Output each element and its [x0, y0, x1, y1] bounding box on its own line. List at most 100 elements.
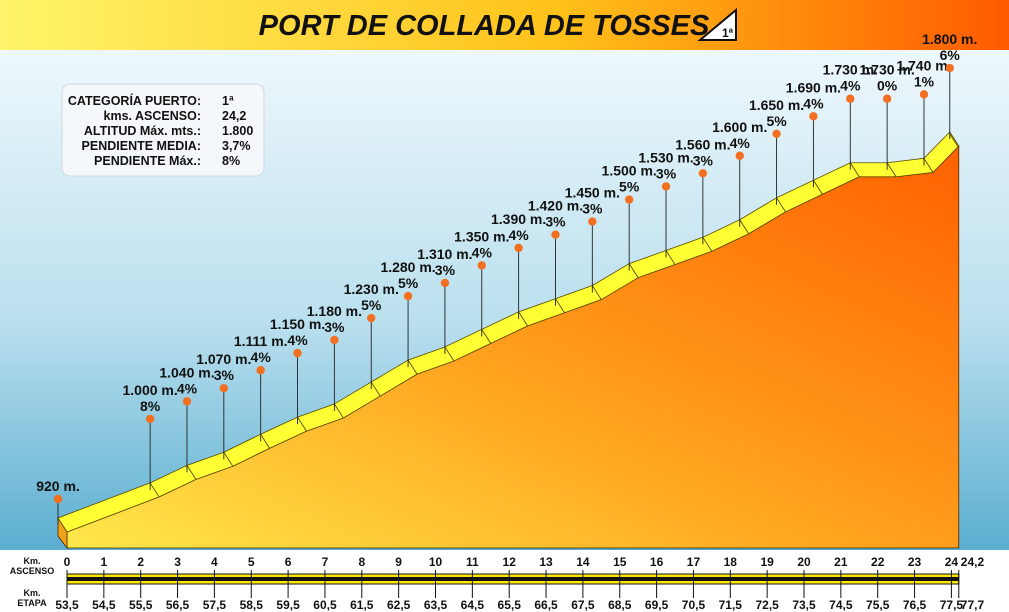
point-altitude: 1.450 m.	[565, 185, 620, 201]
tick-label-ascenso: 0	[64, 555, 71, 569]
tick-label-etapa: 53,5	[55, 598, 79, 612]
tick-label-ascenso: 13	[539, 555, 553, 569]
tick-label-etapa: 57,5	[203, 598, 227, 612]
point-altitude: 1.420 m.	[528, 198, 583, 214]
tick-label-etapa: 70,5	[682, 598, 706, 612]
stat-value-3: 3,7%	[222, 139, 251, 153]
stat-label-4: PENDIENTE Máx.:	[94, 154, 201, 168]
point-grade: 6%	[940, 47, 961, 63]
profile-point: 1.730 m.4%	[823, 62, 878, 170]
category-badge-text: 1ª	[722, 26, 734, 40]
point-grade: 0%	[877, 78, 898, 94]
profile-point: 1.600 m.4%	[712, 119, 767, 227]
point-altitude: 1.730 m.	[859, 62, 914, 78]
tick-label-etapa: 74,5	[829, 598, 853, 612]
x-axis-label-ascenso: Km. ASCENSO	[10, 556, 55, 576]
stats-box: CATEGORÍA PUERTO: 1ª kms. ASCENSO: 24,2 …	[61, 83, 265, 177]
tick-label-etapa: 63,5	[424, 598, 448, 612]
tick-label-etapa: 66,5	[534, 598, 558, 612]
tick-label-etapa: 68,5	[608, 598, 632, 612]
point-grade: 3%	[545, 214, 566, 230]
point-marker	[624, 195, 634, 204]
point-altitude: 1.280 m.	[380, 259, 435, 275]
axis-title-etapa-1: Km.	[23, 588, 40, 598]
stats-panel	[61, 83, 265, 177]
tick-label-ascenso: 15	[613, 555, 627, 569]
profile-point: 1.150 m.4%	[270, 316, 325, 425]
point-marker	[182, 397, 192, 406]
stat-value-1: 24,2	[222, 109, 246, 123]
point-altitude: 1.740 m.	[896, 57, 951, 73]
point-marker	[256, 366, 265, 375]
point-altitude: 1.600 m.	[712, 119, 767, 135]
point-marker	[846, 94, 855, 103]
tick-label-etapa: 77,5	[940, 598, 964, 612]
profile-markers: 920 m.1.000 m.8%1.040 m.4%1.070 m.3%1.11…	[36, 31, 977, 525]
tick-label-etapa: 55,5	[129, 598, 153, 612]
tick-label-etapa: 61,5	[350, 598, 374, 612]
point-grade: 3%	[435, 262, 456, 278]
tick-label-ascenso: 17	[687, 555, 701, 569]
tick-label-ascenso: 23	[908, 555, 922, 569]
point-altitude: 1.230 m.	[344, 281, 399, 297]
tick-label-etapa: 76,5	[903, 598, 927, 612]
point-altitude: 1.390 m.	[491, 211, 546, 227]
profile-point: 1.280 m.5%	[380, 259, 436, 368]
scale-bar-stripe	[67, 577, 959, 581]
tick-label-ascenso: 24,2	[961, 555, 985, 569]
point-marker	[219, 384, 229, 393]
tick-label-etapa: 54,5	[92, 598, 116, 612]
profile-point: 1.420 m.3%	[528, 198, 583, 306]
point-grade: 4%	[803, 95, 824, 111]
stat-value-2: 1.800	[222, 124, 253, 138]
profile-point: 1.000 m.8%	[122, 382, 178, 490]
point-altitude: 1.800 m.	[922, 31, 977, 47]
profile-point: 1.650 m.5%	[749, 97, 804, 205]
chart-title: PORT DE COLLADA DE TOSSES	[259, 10, 710, 42]
stat-label-1: kms. ASCENSO:	[104, 109, 201, 123]
stat-label-0: CATEGORÍA PUERTO:	[68, 93, 201, 108]
point-grade: 5%	[361, 297, 382, 313]
point-grade: 3%	[656, 165, 677, 181]
tick-label-ascenso: 14	[576, 555, 590, 569]
tick-label-ascenso: 19	[760, 555, 774, 569]
profile-ribbon	[57, 130, 960, 533]
tick-label-etapa: 59,5	[276, 598, 300, 612]
tick-label-etapa: 58,5	[240, 598, 264, 612]
tick-label-ascenso: 9	[395, 555, 402, 569]
tick-label-ascenso: 21	[834, 555, 848, 569]
point-altitude: 1.530 m.	[638, 149, 693, 165]
profile-point: 1.040 m.4%	[159, 364, 215, 473]
point-grade: 3%	[214, 367, 235, 383]
point-grade: 8%	[140, 398, 161, 414]
point-grade: 4%	[472, 244, 493, 260]
profile-point: 1.070 m.3%	[196, 351, 251, 460]
axis-title-ascenso-2: ASCENSO	[10, 566, 55, 576]
profile-point: 920 m.	[36, 478, 80, 525]
tick-label-etapa: 62,5	[387, 598, 411, 612]
tick-label-ascenso: 3	[174, 555, 181, 569]
tick-label-ascenso: 24	[945, 555, 959, 569]
tick-label-ascenso: 8	[358, 555, 365, 569]
point-marker	[661, 182, 671, 191]
point-grade: 5%	[766, 113, 787, 129]
profile-point: 1.800 m.6%	[922, 31, 977, 140]
point-grade: 4%	[287, 332, 308, 348]
point-marker	[330, 335, 339, 345]
point-altitude: 1.070 m.	[196, 351, 251, 367]
point-marker	[588, 217, 597, 226]
profile-point: 1.690 m.4%	[786, 79, 841, 188]
point-marker	[145, 414, 155, 424]
point-marker	[514, 243, 523, 253]
point-marker	[440, 278, 450, 288]
profile-point: 1.500 m.5%	[602, 163, 657, 271]
tick-label-ascenso: 7	[322, 555, 329, 569]
stat-value-0: 1ª	[222, 94, 234, 108]
point-marker	[698, 169, 708, 178]
point-marker	[772, 129, 781, 139]
tick-label-etapa: 73,5	[792, 598, 816, 612]
point-altitude: 1.000 m.	[122, 382, 177, 398]
tick-label-etapa: 69,5	[645, 598, 669, 612]
